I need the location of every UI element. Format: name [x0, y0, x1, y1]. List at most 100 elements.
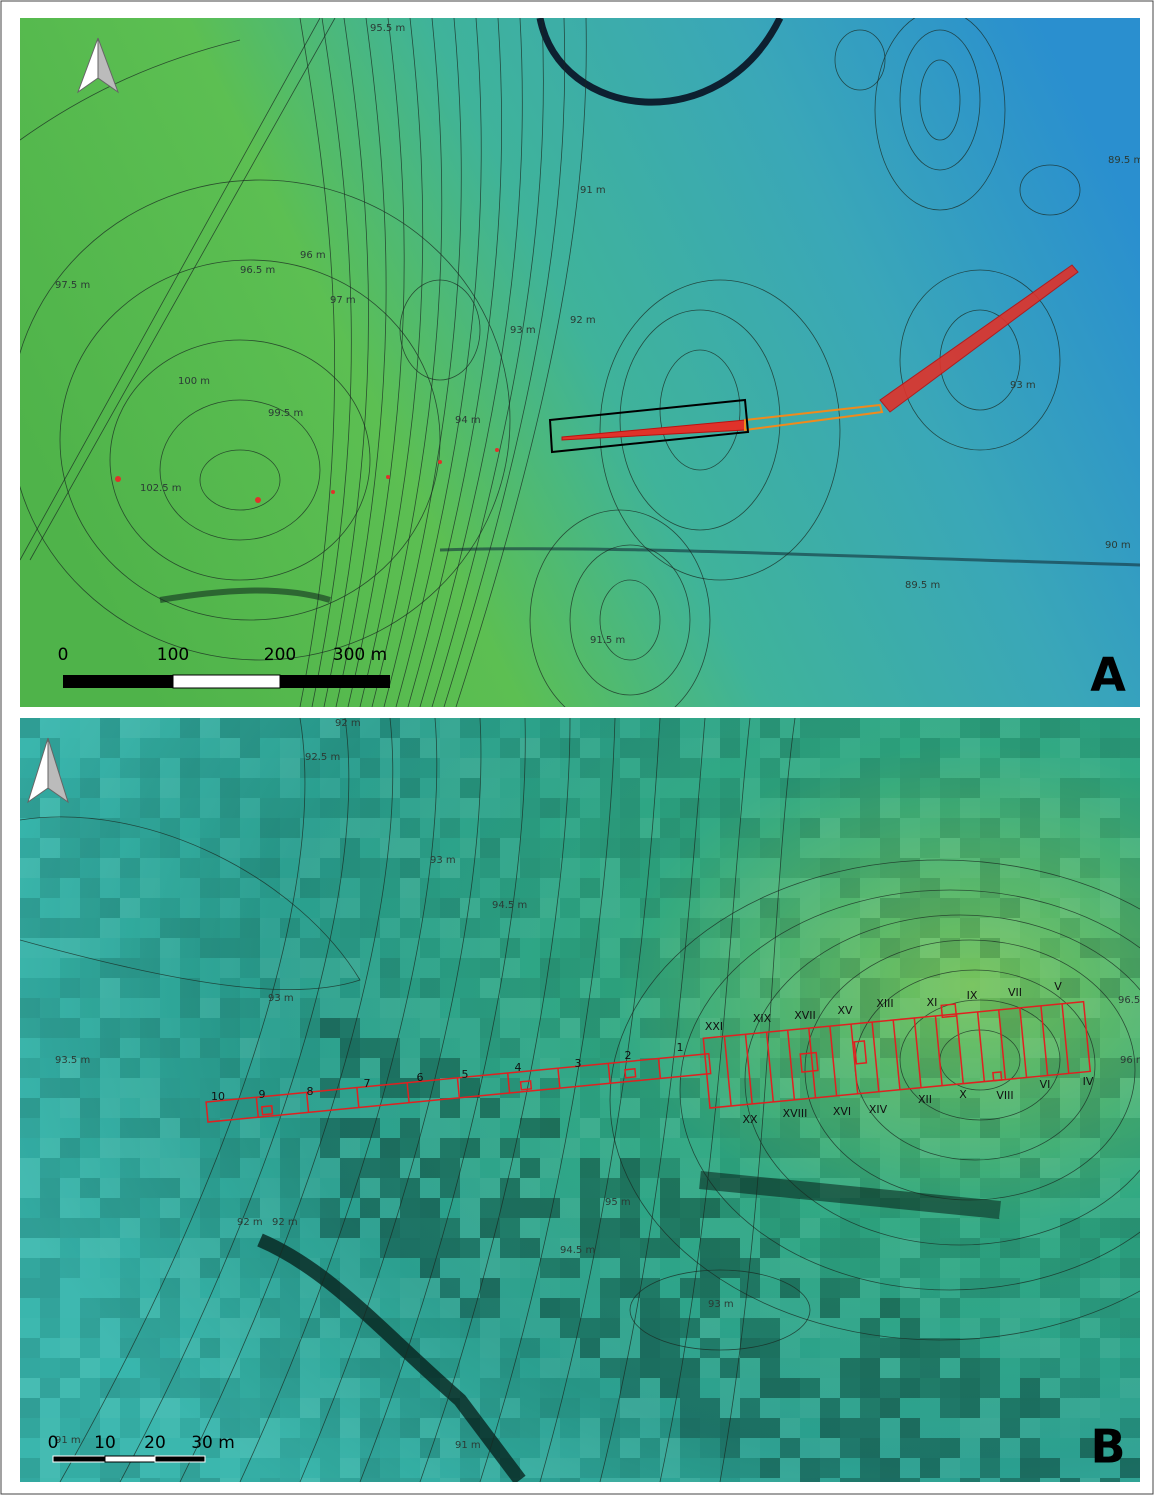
raster-cell	[780, 958, 800, 978]
raster-cell	[720, 778, 740, 798]
raster-cell	[460, 1178, 480, 1198]
raster-cell	[60, 1098, 80, 1118]
raster-cell	[260, 1458, 280, 1478]
raster-cell	[980, 1038, 1000, 1058]
raster-cell	[600, 1118, 620, 1138]
raster-cell	[720, 798, 740, 818]
raster-cell	[100, 1098, 120, 1118]
raster-cell	[60, 1138, 80, 1158]
raster-cell	[500, 1318, 520, 1338]
raster-cell	[920, 1418, 940, 1438]
raster-cell	[600, 718, 620, 738]
raster-cell	[820, 1118, 840, 1138]
raster-cell	[440, 878, 460, 898]
raster-cell	[620, 938, 640, 958]
raster-cell	[520, 1158, 540, 1178]
raster-cell	[620, 738, 640, 758]
raster-cell	[540, 978, 560, 998]
raster-cell	[780, 718, 800, 738]
raster-cell	[580, 998, 600, 1018]
raster-cell	[900, 1378, 920, 1398]
raster-cell	[840, 1358, 860, 1378]
raster-cell	[940, 1418, 960, 1438]
raster-cell	[540, 1218, 560, 1238]
raster-cell	[440, 1238, 460, 1258]
raster-cell	[440, 1018, 460, 1038]
raster-cell	[180, 1218, 200, 1238]
raster-cell	[320, 898, 340, 918]
raster-cell	[820, 1398, 840, 1418]
scale-label: 100	[157, 645, 189, 665]
raster-cell	[20, 1258, 40, 1278]
raster-cell	[1100, 978, 1120, 998]
raster-cell	[780, 978, 800, 998]
figure: 95.5 m89.5 m97.5 m96.5 m96 m97 m100 m102…	[0, 0, 1154, 1495]
raster-cell	[360, 738, 380, 758]
raster-cell	[280, 1278, 300, 1298]
raster-cell	[320, 1418, 340, 1438]
raster-cell	[740, 918, 760, 938]
raster-cell	[560, 1278, 580, 1298]
raster-cell	[1020, 1118, 1040, 1138]
raster-cell	[400, 838, 420, 858]
raster-cell	[160, 1058, 180, 1078]
raster-cell	[380, 1478, 400, 1495]
raster-cell	[80, 1158, 100, 1178]
raster-cell	[300, 1138, 320, 1158]
raster-cell	[120, 1398, 140, 1418]
raster-cell	[420, 1438, 440, 1458]
contour-label: 91 m	[55, 1435, 81, 1446]
raster-cell	[280, 958, 300, 978]
raster-cell	[20, 1378, 40, 1398]
raster-cell	[860, 1358, 880, 1378]
raster-cell	[1020, 878, 1040, 898]
raster-cell	[160, 1078, 180, 1098]
raster-cell	[440, 1278, 460, 1298]
raster-cell	[440, 918, 460, 938]
raster-cell	[520, 818, 540, 838]
raster-cell	[1020, 1098, 1040, 1118]
raster-cell	[1040, 1458, 1060, 1478]
raster-cell	[620, 798, 640, 818]
raster-cell	[880, 1078, 900, 1098]
raster-cell	[860, 838, 880, 858]
raster-cell	[500, 938, 520, 958]
raster-cell	[280, 1118, 300, 1138]
raster-cell	[1060, 1218, 1080, 1238]
raster-cell	[100, 998, 120, 1018]
raster-cell	[580, 838, 600, 858]
raster-cell	[220, 878, 240, 898]
raster-cell	[520, 1418, 540, 1438]
raster-cell	[360, 1338, 380, 1358]
raster-cell	[880, 718, 900, 738]
raster-cell	[940, 1378, 960, 1398]
raster-cell	[200, 758, 220, 778]
raster-cell	[200, 1478, 220, 1495]
raster-cell	[280, 1418, 300, 1438]
raster-cell	[140, 938, 160, 958]
raster-cell	[60, 1178, 80, 1198]
raster-cell	[620, 1398, 640, 1418]
raster-cell	[1000, 1378, 1020, 1398]
raster-cell	[840, 718, 860, 738]
raster-cell	[940, 1258, 960, 1278]
raster-cell	[1020, 1358, 1040, 1378]
raster-cell	[1020, 918, 1040, 938]
raster-cell	[980, 1438, 1000, 1458]
raster-cell	[260, 1038, 280, 1058]
raster-cell	[160, 1358, 180, 1378]
raster-cell	[160, 1398, 180, 1418]
raster-cell	[440, 998, 460, 1018]
raster-cell	[1120, 778, 1140, 798]
raster-cell	[560, 878, 580, 898]
raster-cell	[1060, 1358, 1080, 1378]
raster-cell	[180, 1078, 200, 1098]
raster-cell	[540, 1118, 560, 1138]
raster-cell	[600, 1238, 620, 1258]
raster-cell	[820, 1418, 840, 1438]
raster-cell	[720, 1458, 740, 1478]
raster-cell	[600, 818, 620, 838]
raster-cell	[560, 758, 580, 778]
raster-cell	[340, 1258, 360, 1278]
raster-cell	[500, 878, 520, 898]
